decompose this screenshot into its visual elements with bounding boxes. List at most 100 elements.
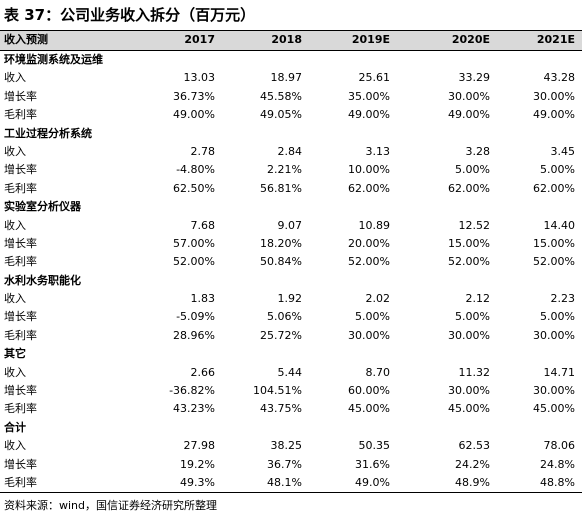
value-cell: 2019E — [351, 33, 390, 46]
value-cell: 3.13 — [365, 144, 391, 158]
value-cell: 38.25 — [270, 439, 303, 453]
value-cell: 2.66 — [190, 365, 216, 379]
value-cell: 5.00% — [455, 163, 490, 177]
section-title: 环境监测系统及运维 — [4, 53, 103, 66]
label-cell: 增长率 — [4, 163, 37, 177]
label-cell: 收入 — [4, 71, 26, 85]
label-cell: 增长率 — [4, 89, 37, 103]
label-cell: 收入 — [4, 292, 26, 306]
value-cell: 30.00% — [533, 384, 575, 398]
label-cell: 收入 — [4, 144, 26, 158]
value-cell: 62.00% — [448, 181, 490, 195]
table: 收入预测 2017 2018 2019E 2020E 2021E 环境监测系统及运维收入 13… — [0, 30, 582, 494]
data-row: 增长率 -5.09% 5.06% 5.00% 5.00% 5.00% — [0, 308, 582, 326]
value-cell: 52.00% — [348, 255, 390, 269]
value-cell: 45.00% — [348, 402, 390, 416]
value-cell: 25.72% — [260, 328, 302, 342]
value-cell: 30.00% — [533, 328, 575, 342]
section-title: 合计 — [4, 420, 26, 434]
data-row: 收入 27.98 38.25 50.35 62.53 78.06 — [0, 437, 582, 455]
value-cell: 2.12 — [465, 292, 491, 306]
label-cell: 增长率 — [4, 384, 37, 398]
value-cell: 49.3% — [180, 475, 215, 489]
data-row: 收入 1.83 1.92 2.02 2.12 2.23 — [0, 290, 582, 308]
value-cell: 33.29 — [458, 71, 491, 85]
value-cell: 49.00% — [348, 108, 390, 122]
value-cell: 52.00% — [533, 255, 575, 269]
value-cell: 14.71 — [543, 365, 576, 379]
value-cell: 62.00% — [348, 181, 390, 195]
label-cell: 毛利率 — [4, 402, 37, 416]
value-cell: 49.00% — [448, 108, 490, 122]
value-cell: 35.00% — [348, 89, 390, 103]
section-row: 实验室分析仪器 — [0, 198, 582, 216]
value-cell: 20.00% — [348, 236, 390, 250]
value-cell: 43.75% — [260, 402, 302, 416]
value-cell: 5.00% — [540, 163, 575, 177]
section-row: 环境监测系统及运维 — [0, 51, 582, 69]
title: 表 37：公司业务收入拆分（百万元） — [4, 6, 256, 24]
value-cell: 3.45 — [550, 144, 576, 158]
value-cell: 9.07 — [277, 218, 303, 232]
value-cell: 48.1% — [267, 475, 302, 489]
value-cell: 18.97 — [270, 71, 303, 85]
label-cell: 收入 — [4, 365, 26, 379]
data-row: 毛利率 49.00% 49.05% 49.00% 49.00% 49.00% — [0, 106, 582, 124]
label-cell: 收入预测 — [4, 33, 48, 46]
header-row: 收入预测 2017 2018 2019E 2020E 2021E — [0, 31, 582, 51]
value-cell: 15.00% — [533, 236, 575, 250]
value-cell: 36.73% — [173, 89, 215, 103]
section-title: 工业过程分析系统 — [4, 126, 92, 140]
data-row: 收入 2.66 5.44 8.70 11.32 14.71 — [0, 364, 582, 382]
value-cell: -4.80% — [176, 163, 215, 177]
value-cell: 45.58% — [260, 89, 302, 103]
data-row: 增长率 -4.80% 2.21% 10.00% 5.00% 5.00% — [0, 161, 582, 179]
data-row: 收入 2.78 2.84 3.13 3.28 3.45 — [0, 143, 582, 161]
data-row: 增长率 19.2% 36.7% 31.6% 24.2% 24.8% — [0, 456, 582, 474]
value-cell: 31.6% — [355, 457, 390, 471]
value-cell: 24.8% — [540, 457, 575, 471]
value-cell: 14.40 — [543, 218, 576, 232]
value-cell: 5.00% — [455, 310, 490, 324]
value-cell: 104.51% — [253, 384, 302, 398]
value-cell: 2.84 — [277, 144, 303, 158]
value-cell: 48.9% — [455, 475, 490, 489]
section-row: 工业过程分析系统 — [0, 125, 582, 143]
source: 资料来源：wind，国信证券经济研究所整理 — [4, 499, 218, 512]
data-row: 收入 13.03 18.97 25.61 33.29 43.28 — [0, 69, 582, 87]
label-cell: 毛利率 — [4, 255, 37, 269]
value-cell: 5.00% — [540, 310, 575, 324]
value-cell: 5.06% — [267, 310, 302, 324]
value-cell: 45.00% — [533, 402, 575, 416]
label-cell: 毛利率 — [4, 328, 37, 342]
label-cell: 收入 — [4, 218, 26, 232]
value-cell: 30.00% — [448, 328, 490, 342]
value-cell: 2.21% — [267, 163, 302, 177]
value-cell: 5.00% — [355, 310, 390, 324]
data-row: 增长率 36.73% 45.58% 35.00% 30.00% 30.00% — [0, 88, 582, 106]
value-cell: 56.81% — [260, 181, 302, 195]
data-row: 毛利率 49.3% 48.1% 49.0% 48.9% 48.8% — [0, 474, 582, 492]
value-cell: 48.8% — [540, 475, 575, 489]
value-cell: 45.00% — [448, 402, 490, 416]
value-cell: 57.00% — [173, 236, 215, 250]
section-title: 实验室分析仪器 — [4, 200, 81, 214]
value-cell: 30.00% — [448, 384, 490, 398]
value-cell: 49.00% — [533, 108, 575, 122]
value-cell: -36.82% — [169, 384, 215, 398]
data-row: 增长率 57.00% 18.20% 20.00% 15.00% 15.00% — [0, 235, 582, 253]
value-cell: 60.00% — [348, 384, 390, 398]
value-cell: 50.35 — [358, 439, 391, 453]
section-title: 水利水务职能化 — [4, 273, 81, 287]
value-cell: 52.00% — [173, 255, 215, 269]
value-cell: 62.53 — [458, 439, 491, 453]
section-row: 其它 — [0, 345, 582, 363]
value-cell: 2.23 — [550, 292, 576, 306]
value-cell: 7.68 — [190, 218, 216, 232]
section-title: 其它 — [4, 347, 26, 361]
section-row: 合计 — [0, 419, 582, 437]
label-cell: 毛利率 — [4, 475, 37, 489]
data-row: 毛利率 62.50% 56.81% 62.00% 62.00% 62.00% — [0, 180, 582, 198]
data-row: 毛利率 43.23% 43.75% 45.00% 45.00% 45.00% — [0, 400, 582, 418]
